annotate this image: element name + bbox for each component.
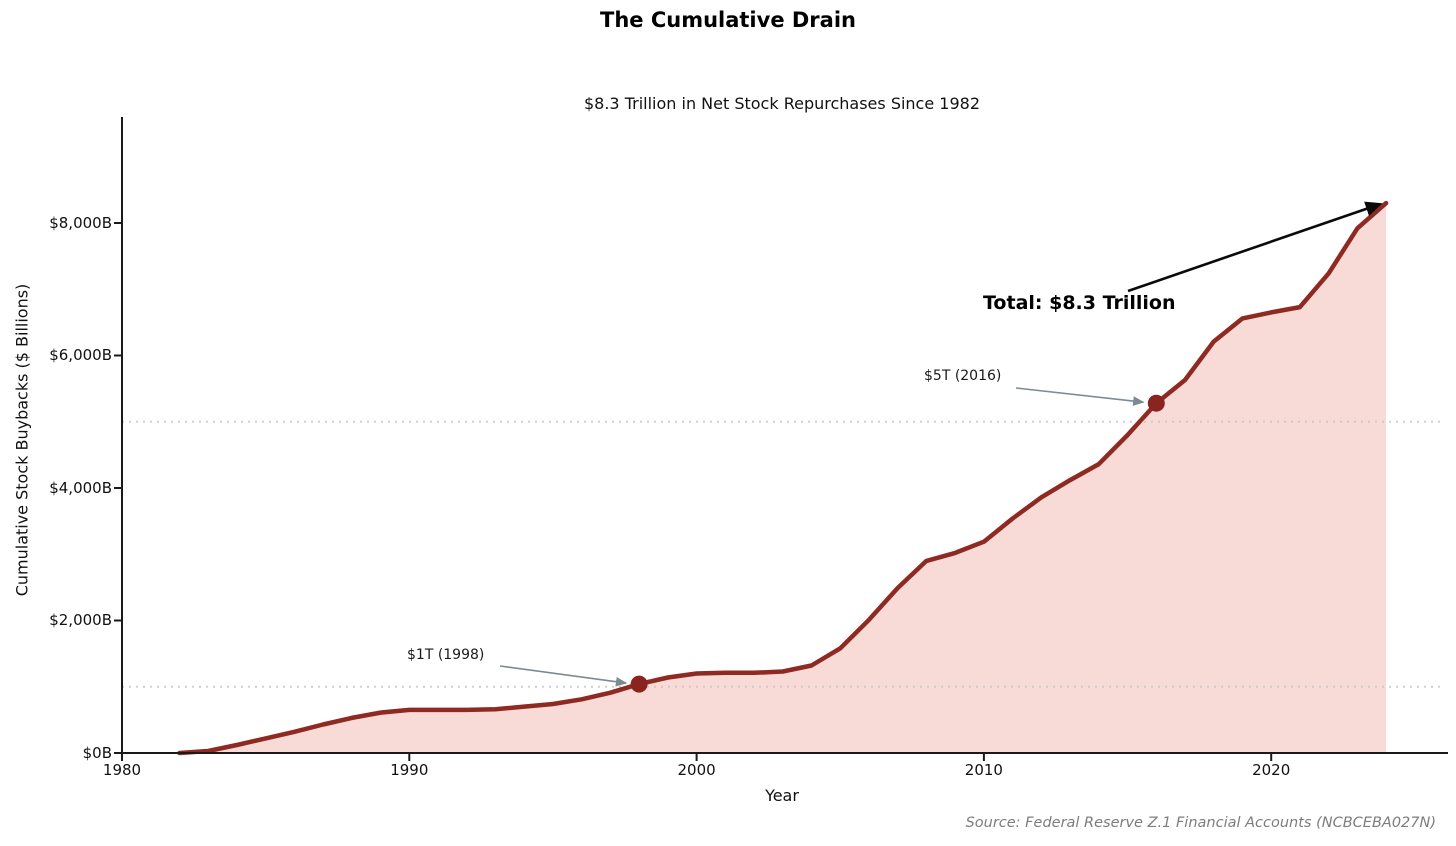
- annotation-total: Total: $8.3 Trillion: [983, 292, 1176, 314]
- area-fill: [179, 203, 1387, 754]
- x-tick-1980: 1980: [102, 761, 142, 779]
- x-tick-2010: 2010: [964, 761, 1003, 779]
- y-tick-marks: [114, 222, 122, 754]
- line-path: [177, 200, 1389, 756]
- annotation-5t-2016: $5T (2016): [924, 368, 1002, 384]
- total-arrow: [1127, 201, 1383, 293]
- marker-dot-1t: [630, 675, 648, 693]
- y-tick-6000b: $6,000B: [49, 346, 112, 364]
- x-tick-2020: 2020: [1252, 761, 1291, 779]
- y-tick-2000b: $2,000B: [49, 611, 112, 629]
- x-tick-marks: [121, 753, 1273, 761]
- annotation-1t-1998: $1T (1998): [407, 647, 485, 663]
- y-axis-label: Cumulative Stock Buybacks ($ Billions): [12, 283, 32, 597]
- chart-title: The Cumulative Drain: [600, 8, 856, 32]
- marker-dot-5t: [1147, 394, 1165, 412]
- y-tick-8000b: $8,000B: [49, 214, 112, 232]
- x-tick-2000: 2000: [677, 761, 716, 779]
- x-tick-1990: 1990: [390, 761, 429, 779]
- x-axis-label: Year: [765, 786, 799, 805]
- y-tick-0b: $0B: [82, 744, 112, 762]
- source-note: Source: Federal Reserve Z.1 Financial Ac…: [965, 815, 1436, 831]
- arrow-1t: [499, 665, 628, 687]
- y-tick-4000b: $4,000B: [49, 479, 112, 497]
- arrow-5t: [1015, 387, 1145, 406]
- chart-subtitle: $8.3 Trillion in Net Stock Repurchases S…: [583, 94, 980, 113]
